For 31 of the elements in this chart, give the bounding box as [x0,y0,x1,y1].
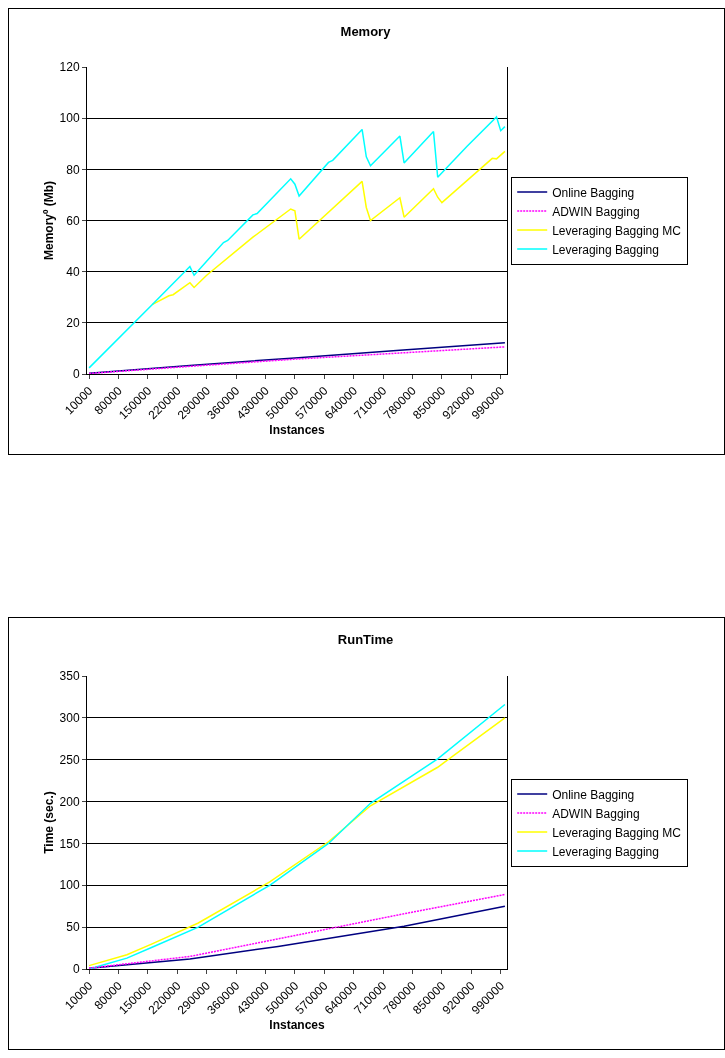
legend-label: Leveraging Bagging [552,844,659,859]
legend-label: ADWIN Bagging [552,806,640,821]
y-tick-label: 50 [66,920,80,935]
y-tick-label: 100 [59,878,80,893]
y-axis-title: Time (sec.) [42,791,56,854]
y-tick-label: 60 [66,213,80,228]
y-tick-label: 350 [59,669,80,684]
x-axis-title: Instances [269,1017,326,1032]
y-tick-label: 250 [59,752,80,767]
legend-label: Leveraging Bagging MC [552,825,682,840]
y-tick-label: 200 [59,794,80,809]
y-tick-label: 300 [59,711,80,726]
y-tick-label: 0 [72,962,80,977]
y-tick-label: 0 [72,367,80,382]
legend-label: Online Bagging [552,787,635,802]
y-tick-label: 150 [59,836,80,851]
line-series [151,150,506,306]
y-tick-label: 40 [66,264,80,279]
legend-label: Leveraging Bagging MC [552,223,682,238]
legend-label: Leveraging Bagging [552,242,659,257]
y-tick-label: 20 [66,316,80,331]
y-tick-label: 80 [66,162,80,177]
x-axis-title: Instances [269,422,326,437]
line-series [88,116,506,369]
chart-title: RunTime [337,632,394,648]
legend-label: Online Bagging [552,185,635,200]
y-tick-label: 120 [59,60,80,75]
y-axis-title: Memoryº (Mb) [42,180,56,261]
y-tick-label: 100 [59,111,80,126]
chart-title: Memory [340,23,392,39]
legend-label: ADWIN Bagging [552,204,640,219]
